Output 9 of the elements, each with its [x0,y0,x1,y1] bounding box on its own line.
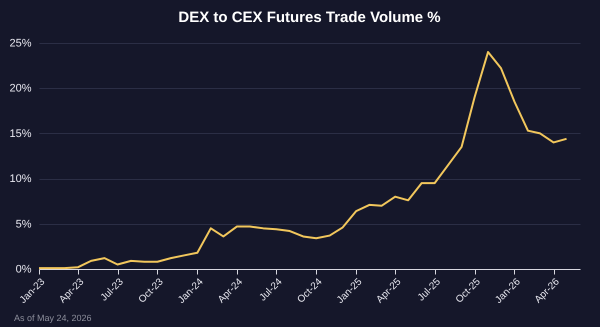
y-tick-label: 10% [9,173,32,186]
chart-title: DEX to CEX Futures Trade Volume % [178,9,441,26]
y-tick-label: 0% [16,264,32,276]
y-tick-label: 15% [9,128,32,140]
y-tick-label: 5% [16,218,32,230]
text: As of May 24, 2026 [14,313,92,323]
y-tick-label: 20% [9,82,32,95]
line-series [38,51,568,270]
y-tick-label: 25% [9,38,32,50]
